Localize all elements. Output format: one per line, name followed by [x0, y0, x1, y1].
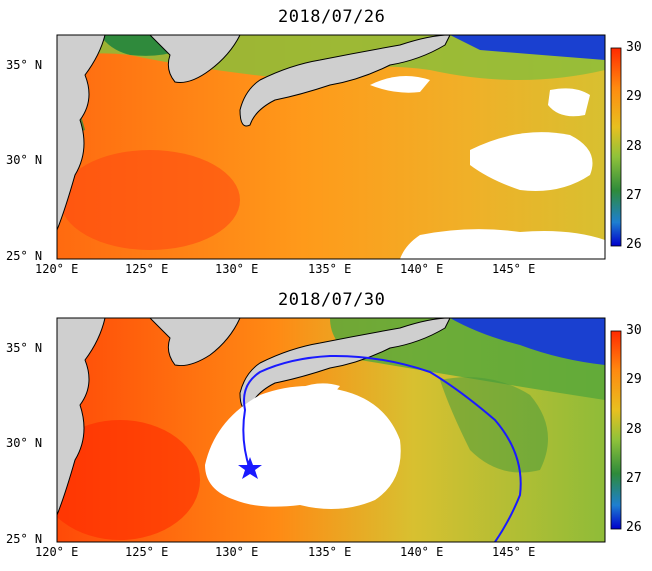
- colorbar: [610, 330, 622, 530]
- cloud-mask: [400, 229, 605, 259]
- lon-label: 125° E: [125, 545, 169, 559]
- panel-title: 2018/07/30: [278, 290, 386, 310]
- colorbar-tick: 28: [626, 139, 642, 154]
- colorbar-tick: 30: [626, 40, 642, 55]
- panel-title: 2018/07/26: [278, 7, 386, 27]
- lon-label: 120° E: [35, 262, 79, 276]
- lat-label: 30° N: [6, 436, 43, 450]
- lon-label: 120° E: [35, 545, 79, 559]
- lon-label: 145° E: [492, 262, 536, 276]
- cloud-mask: [548, 88, 590, 117]
- land-korea: [149, 35, 241, 83]
- cloud-mask: [370, 76, 430, 93]
- cold-water-east: [450, 35, 605, 60]
- colorbar-tick: 27: [626, 471, 642, 486]
- colorbar-tick: 27: [626, 188, 642, 203]
- typhoon-track: [242, 354, 522, 542]
- map-frame: [56, 317, 606, 543]
- map-panel-1: [56, 34, 622, 260]
- lat-label: 30° N: [6, 153, 43, 167]
- land-china: [57, 35, 106, 231]
- cool-wake: [440, 377, 548, 473]
- colorbar-tick: 29: [626, 89, 642, 104]
- map-panel-2: [56, 317, 622, 543]
- land-korea: [149, 318, 241, 366]
- colorbar-tick: 28: [626, 422, 642, 437]
- colorbar: [610, 47, 622, 247]
- lat-label: 35° N: [6, 58, 43, 72]
- land-china: [57, 318, 106, 516]
- colorbar-tick: 29: [626, 372, 642, 387]
- cold-water-east: [450, 318, 605, 365]
- lon-label: 135° E: [308, 545, 352, 559]
- lon-label: 140° E: [400, 545, 444, 559]
- cloud-mask: [300, 383, 340, 398]
- lon-label: 135° E: [308, 262, 352, 276]
- star-icon: [238, 457, 262, 479]
- lat-label: 35° N: [6, 341, 43, 355]
- lon-label: 140° E: [400, 262, 444, 276]
- lon-label: 145° E: [492, 545, 536, 559]
- colorbar-tick: 26: [626, 520, 642, 535]
- warm-pool: [57, 420, 200, 540]
- colorbar-tick: 30: [626, 323, 642, 338]
- lon-label: 125° E: [125, 262, 169, 276]
- cloud-mask: [205, 386, 401, 509]
- lat-label: 25° N: [6, 249, 43, 263]
- warm-pool: [60, 150, 240, 250]
- cloud-mask: [470, 132, 593, 191]
- lat-label: 25° N: [6, 532, 43, 546]
- map-frame: [56, 34, 606, 260]
- land-japan: [239, 35, 451, 127]
- lon-label: 130° E: [215, 262, 259, 276]
- colorbar-tick: 26: [626, 237, 642, 252]
- lon-label: 130° E: [215, 545, 259, 559]
